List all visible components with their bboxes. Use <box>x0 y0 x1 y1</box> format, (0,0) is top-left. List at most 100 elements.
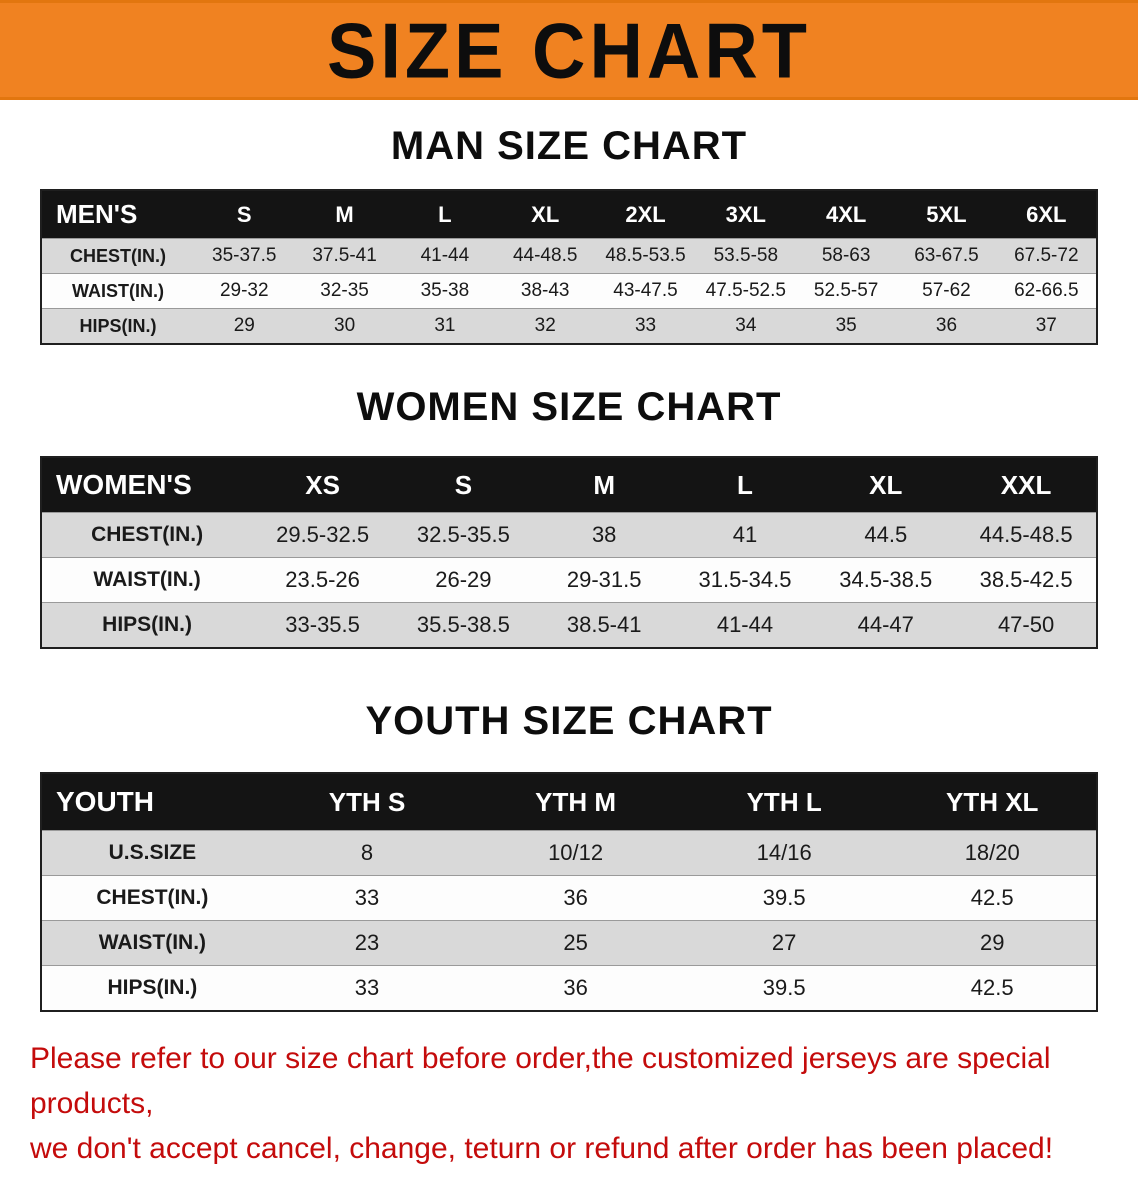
table-header-row: MEN'S S M L XL 2XL 3XL 4XL 5XL 6XL <box>41 190 1097 239</box>
size-header-cell: S <box>454 469 473 500</box>
value-cell: 29.5-32.5 <box>276 522 370 547</box>
size-header-cell: 2XL <box>625 201 666 227</box>
value-cell: 42.5 <box>970 885 1014 910</box>
value-cell: 38.5-41 <box>566 612 642 637</box>
value-cell: 58-63 <box>821 245 871 266</box>
size-header-cell: YTH M <box>535 786 617 817</box>
value-cell: 43-47.5 <box>613 280 678 301</box>
value-cell: 38.5-42.5 <box>979 567 1073 592</box>
value-cell: 37.5-41 <box>312 245 377 266</box>
value-cell: 27 <box>771 930 797 955</box>
value-cell: 38 <box>591 522 617 547</box>
value-cell: 44-48.5 <box>512 245 578 266</box>
row-label-cell: CHEST(IN.) <box>91 523 204 546</box>
table-title-cell: YOUTH <box>56 786 154 817</box>
table-row: CHEST(IN.) 35-37.5 37.5-41 41-44 44-48.5 48.5… <box>41 238 1097 274</box>
table-row: CHEST(IN.) 29.5-32.5 32.5-35.5 38 41 44.5 44.5… <box>41 512 1097 558</box>
row-label-cell: CHEST(IN.) <box>96 886 209 909</box>
value-cell: 29 <box>233 315 255 336</box>
size-header-cell: YTH XL <box>945 786 1039 817</box>
value-cell: 35-37.5 <box>212 245 277 266</box>
table-row: HIPS(IN.) 29 30 31 32 33 34 35 36 37 <box>41 308 1097 344</box>
value-cell: 35.5-38.5 <box>416 612 510 637</box>
size-header-cell: YTH S <box>328 786 406 817</box>
size-header-cell: XL <box>869 469 903 500</box>
banner-title: SIZE CHART <box>327 6 811 94</box>
value-cell: 32-35 <box>320 280 369 301</box>
table-row: U.S.SIZE 8 10/12 14/16 18/20 <box>41 830 1097 876</box>
size-header-cell: YTH L <box>746 786 822 817</box>
value-cell: 39.5 <box>762 885 806 910</box>
value-cell: 36 <box>563 975 588 1000</box>
value-cell: 37 <box>1035 315 1057 336</box>
value-cell: 36 <box>935 315 958 336</box>
table-row: HIPS(IN.) 33 36 39.5 42.5 <box>41 965 1097 1011</box>
value-cell: 36 <box>563 885 588 910</box>
size-header-cell: XS <box>305 469 340 500</box>
size-header-cell: XL <box>531 201 560 227</box>
value-cell: 48.5-53.5 <box>605 245 686 266</box>
row-label-cell: HIPS(IN.) <box>102 613 193 636</box>
value-cell: 31 <box>434 315 456 336</box>
table-row: WAIST(IN.) 23.5-26 26-29 29-31.5 31.5-34.5 34… <box>41 557 1097 603</box>
value-cell: 62-66.5 <box>1014 280 1079 301</box>
value-cell: 33 <box>354 975 380 1000</box>
value-cell: 44.5-48.5 <box>979 522 1073 547</box>
table-row: CHEST(IN.) 33 36 39.5 42.5 <box>41 875 1097 921</box>
table-row: WAIST(IN.) 23 25 27 29 <box>41 920 1097 966</box>
women-size-table: WOMEN'S XS S M L XL XXL CHEST(IN.) 29.5-32.5 32.5… <box>40 456 1098 649</box>
value-cell: 41 <box>732 522 758 547</box>
value-cell: 41-44 <box>420 245 470 266</box>
size-header-cell: 3XL <box>725 201 766 227</box>
value-cell: 34.5-38.5 <box>839 567 933 592</box>
size-header-cell: L <box>737 469 753 500</box>
table-row: HIPS(IN.) 33-35.5 35.5-38.5 38.5-41 41-44 44-… <box>41 602 1097 648</box>
youth-section-heading: YOUTH SIZE CHART <box>365 699 773 743</box>
value-cell: 52.5-57 <box>813 280 879 301</box>
value-cell: 8 <box>360 840 374 865</box>
youth-size-section: YOUTH SIZE CHART YOUTH YTH S YTH M YTH L YTH… <box>0 699 1138 1012</box>
size-header-cell: S <box>236 201 252 227</box>
value-cell: 47-50 <box>997 612 1055 637</box>
value-cell: 32 <box>534 315 556 336</box>
value-cell: 31.5-34.5 <box>698 567 792 592</box>
men-size-section: MAN SIZE CHART MEN'S S M L XL 2XL 3XL 4XL 5XL 6XL… <box>0 124 1138 345</box>
table-title-cell: MEN'S <box>56 199 138 229</box>
value-cell: 29-31.5 <box>566 567 642 592</box>
row-label-cell: CHEST(IN.) <box>70 245 167 266</box>
youth-size-table: YOUTH YTH S YTH M YTH L YTH XL U.S.SIZE 8 10/12… <box>40 772 1098 1012</box>
men-size-table: MEN'S S M L XL 2XL 3XL 4XL 5XL 6XL CHEST(IN.) 35-37… <box>40 189 1098 345</box>
value-cell: 14/16 <box>756 840 812 865</box>
size-header-cell: 5XL <box>926 201 967 227</box>
value-cell: 35-38 <box>420 280 470 301</box>
row-label-cell: WAIST(IN.) <box>93 568 201 591</box>
disclaimer: Please refer to our size chart before or… <box>30 1036 1120 1171</box>
size-header-cell: M <box>335 201 354 227</box>
value-cell: 34 <box>735 315 757 336</box>
disclaimer-line-2: we don't accept cancel, change, teturn o… <box>30 1132 1054 1165</box>
value-cell: 53.5-58 <box>713 245 779 266</box>
value-cell: 10/12 <box>548 840 604 865</box>
size-header-cell: 6XL <box>1026 201 1067 227</box>
value-cell: 57-62 <box>922 280 971 301</box>
value-cell: 47.5-52.5 <box>705 280 786 301</box>
table-header-row: WOMEN'S XS S M L XL XXL <box>41 457 1097 513</box>
women-section-heading: WOMEN SIZE CHART <box>356 385 782 429</box>
value-cell: 38-43 <box>520 280 570 301</box>
value-cell: 39.5 <box>762 975 806 1000</box>
value-cell: 33 <box>634 315 657 336</box>
value-cell: 18/20 <box>964 840 1020 865</box>
row-label-cell: U.S.SIZE <box>108 841 197 864</box>
size-header-cell: M <box>593 469 616 500</box>
value-cell: 41-44 <box>716 612 774 637</box>
table-header-row: YOUTH YTH S YTH M YTH L YTH XL <box>41 773 1097 831</box>
row-label-cell: HIPS(IN.) <box>79 315 157 336</box>
value-cell: 25 <box>563 930 588 955</box>
value-cell: 23 <box>354 930 380 955</box>
row-label-cell: HIPS(IN.) <box>107 976 198 999</box>
value-cell: 44.5 <box>864 522 908 547</box>
value-cell: 26-29 <box>435 567 492 592</box>
value-cell: 33-35.5 <box>285 612 360 637</box>
value-cell: 44-47 <box>857 612 914 637</box>
value-cell: 42.5 <box>970 975 1014 1000</box>
